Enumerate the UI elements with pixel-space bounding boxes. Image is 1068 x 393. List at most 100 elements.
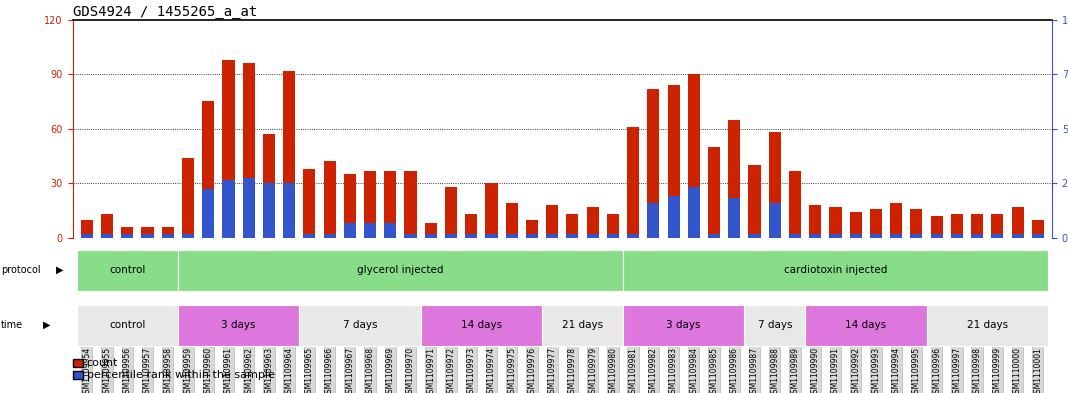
Bar (77, 250, 178, 290)
Text: GSM1109956: GSM1109956 (123, 347, 131, 393)
Text: 7 days: 7 days (757, 320, 792, 330)
Bar (971, 214, 984, 238)
Bar (951, 214, 963, 238)
Bar (425, 234, 437, 238)
Bar (971, 234, 984, 238)
Bar (222, 60, 235, 238)
Bar (405, 234, 417, 238)
Bar (161, 234, 174, 238)
Text: GSM1109961: GSM1109961 (224, 347, 233, 393)
Bar (789, 171, 801, 238)
Text: GSM1109983: GSM1109983 (669, 347, 678, 393)
Text: GSM1109981: GSM1109981 (629, 347, 638, 393)
Bar (486, 183, 498, 238)
Bar (202, 101, 215, 238)
Text: GSM1109974: GSM1109974 (487, 347, 496, 393)
Bar (283, 183, 295, 238)
Text: control: control (109, 320, 145, 330)
Bar (425, 223, 437, 238)
Bar (586, 234, 599, 238)
Text: protocol: protocol (1, 265, 41, 275)
Bar (81, 220, 93, 238)
Text: GSM1109978: GSM1109978 (568, 347, 577, 393)
Bar (910, 209, 923, 238)
Text: GSM1109957: GSM1109957 (143, 347, 152, 393)
Text: GSM1109975: GSM1109975 (507, 347, 516, 393)
Bar (668, 196, 679, 238)
Bar (546, 205, 559, 238)
Text: GSM1109963: GSM1109963 (265, 347, 273, 393)
Bar (1011, 234, 1023, 238)
Bar (930, 234, 943, 238)
Bar (81, 234, 93, 238)
Bar (869, 234, 882, 238)
Bar (121, 227, 134, 238)
Bar (364, 223, 376, 238)
Bar (445, 234, 457, 238)
Text: GSM1109994: GSM1109994 (892, 347, 900, 393)
Bar (991, 214, 1004, 238)
Bar (161, 227, 174, 238)
Bar (178, 250, 623, 290)
Bar (505, 234, 518, 238)
Bar (991, 234, 1004, 238)
Bar (421, 305, 543, 345)
Bar (303, 169, 315, 238)
Text: GDS4924 / 1455265_a_at: GDS4924 / 1455265_a_at (73, 5, 257, 18)
Bar (910, 234, 923, 238)
Text: ▶: ▶ (43, 320, 50, 330)
Text: GSM1109962: GSM1109962 (245, 347, 253, 393)
Bar (77, 305, 178, 345)
Bar (566, 234, 579, 238)
Text: GSM1109955: GSM1109955 (103, 347, 111, 393)
Bar (263, 134, 274, 238)
Text: GSM1109984: GSM1109984 (689, 347, 698, 393)
Text: GSM1109970: GSM1109970 (406, 347, 415, 393)
Text: GSM1109954: GSM1109954 (82, 347, 91, 393)
Text: GSM1109996: GSM1109996 (932, 347, 941, 393)
Bar (101, 214, 113, 238)
Text: time: time (1, 320, 23, 330)
Text: GSM1109995: GSM1109995 (912, 347, 921, 393)
Text: GSM1109992: GSM1109992 (851, 347, 860, 393)
Bar (141, 227, 154, 238)
Bar (384, 223, 396, 238)
Text: count: count (87, 358, 117, 368)
Text: GSM1109980: GSM1109980 (609, 347, 617, 393)
Bar (708, 234, 720, 238)
Bar (850, 212, 862, 238)
Bar (869, 209, 882, 238)
Text: cardiotoxin injected: cardiotoxin injected (784, 265, 888, 275)
Bar (121, 234, 134, 238)
Text: GSM1109977: GSM1109977 (548, 347, 556, 393)
Bar (927, 305, 1048, 345)
Bar (769, 132, 781, 238)
Text: 3 days: 3 days (221, 320, 256, 330)
Bar (445, 187, 457, 238)
Bar (242, 178, 255, 238)
Text: 14 days: 14 days (460, 320, 502, 330)
Text: GSM1109969: GSM1109969 (386, 347, 395, 393)
Text: glycerol injected: glycerol injected (357, 265, 443, 275)
Text: 21 days: 21 days (562, 320, 603, 330)
Text: percentile rank within the sample: percentile rank within the sample (87, 370, 274, 380)
Bar (525, 220, 538, 238)
Bar (623, 250, 1048, 290)
Text: GSM1109993: GSM1109993 (871, 347, 880, 393)
Bar (283, 70, 295, 238)
Bar (344, 223, 356, 238)
Bar (668, 85, 679, 238)
Bar (263, 183, 274, 238)
Bar (627, 127, 639, 238)
Text: GSM1109997: GSM1109997 (953, 347, 961, 393)
Bar (810, 234, 821, 238)
Bar (688, 187, 700, 238)
Bar (242, 63, 255, 238)
Bar (543, 305, 623, 345)
Bar (324, 162, 335, 238)
Bar (1032, 220, 1043, 238)
Bar (178, 305, 299, 345)
Text: GSM1109967: GSM1109967 (345, 347, 355, 393)
Bar (789, 234, 801, 238)
Bar (566, 214, 579, 238)
